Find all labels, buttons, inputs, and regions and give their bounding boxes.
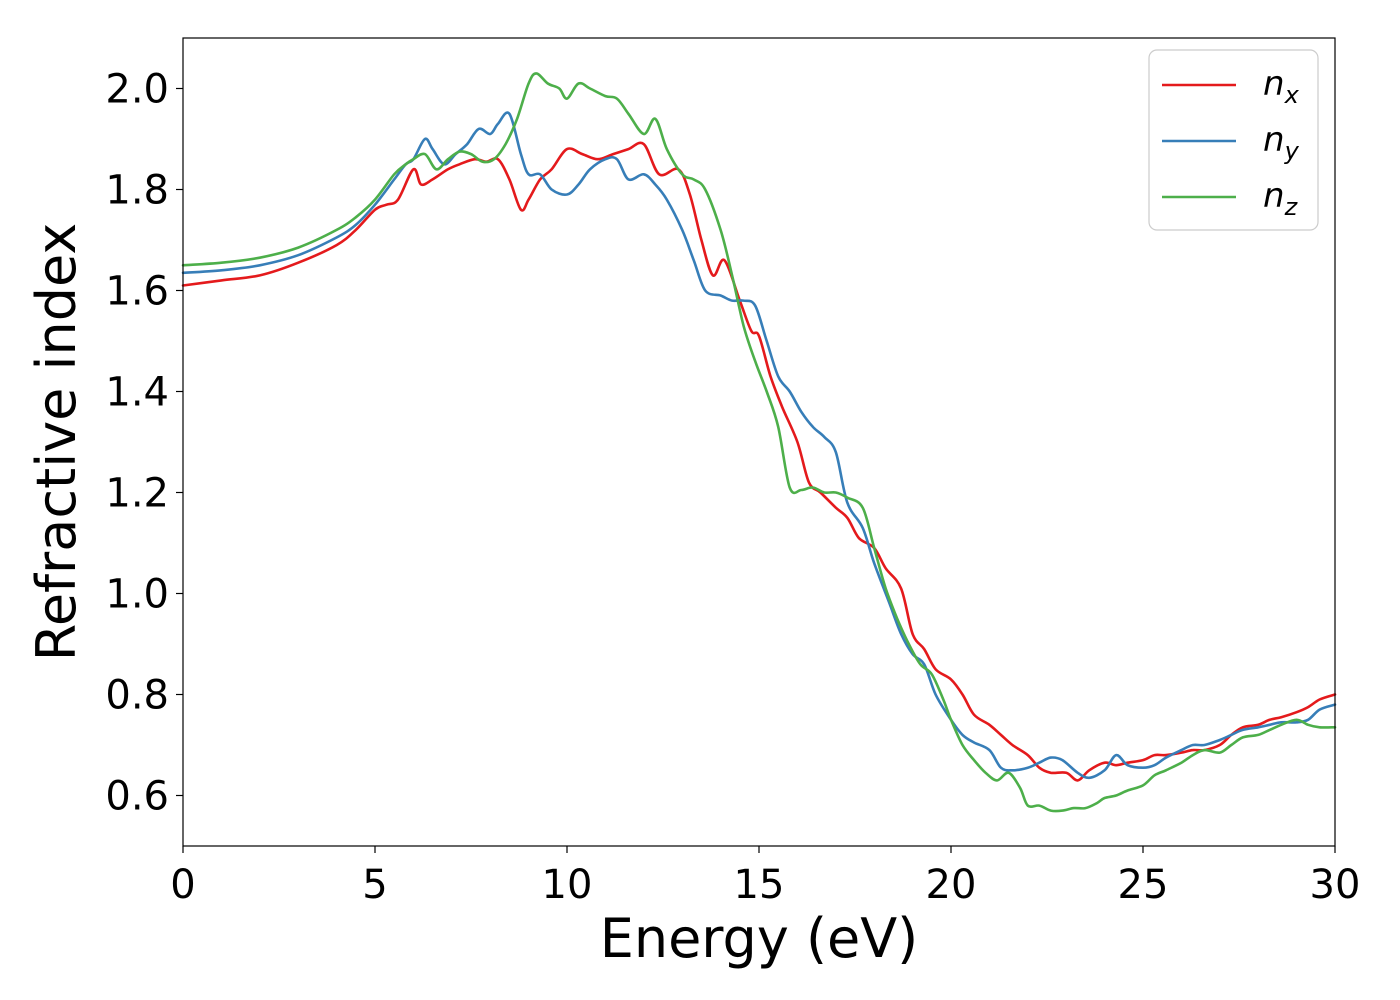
- y-axis-title: Refractive index: [25, 223, 88, 662]
- x-tick-label: 10: [542, 862, 593, 908]
- x-axis-title: Energy (eV): [600, 907, 919, 970]
- y-tick-label: 2.0: [105, 67, 169, 113]
- y-tick-label: 0.6: [105, 774, 169, 820]
- y-tick-label: 1.8: [105, 168, 169, 214]
- x-tick-label: 30: [1310, 862, 1361, 908]
- y-tick-label: 1.4: [105, 370, 169, 416]
- y-tick-label: 1.6: [105, 269, 169, 315]
- y-tick-label: 1.0: [105, 572, 169, 618]
- legend: nx ny nz: [1148, 49, 1319, 231]
- y-tick-label: 1.2: [105, 471, 169, 517]
- series-line-z: [181, 72, 1337, 813]
- plot-area: [183, 38, 1335, 846]
- legend-label-z: nz: [1263, 176, 1299, 221]
- x-axis-ticks: 0 5 10 15 20 25 30: [170, 846, 1360, 908]
- legend-label-y: ny: [1263, 120, 1300, 165]
- x-tick-label: 0: [170, 862, 195, 908]
- series-layer: [181, 72, 1337, 813]
- x-tick-label: 5: [362, 862, 387, 908]
- x-tick-label: 25: [1118, 862, 1169, 908]
- legend-label-x: nx: [1263, 64, 1300, 109]
- legend-items: nx ny nz: [1162, 64, 1300, 221]
- y-tick-label: 0.8: [105, 673, 169, 719]
- x-tick-label: 15: [734, 862, 785, 908]
- x-tick-label: 20: [926, 862, 977, 908]
- series-line-y: [181, 111, 1337, 780]
- y-axis-ticks: 0.6 0.8 1.0 1.2 1.4 1.6 1.8 2.0: [105, 67, 183, 820]
